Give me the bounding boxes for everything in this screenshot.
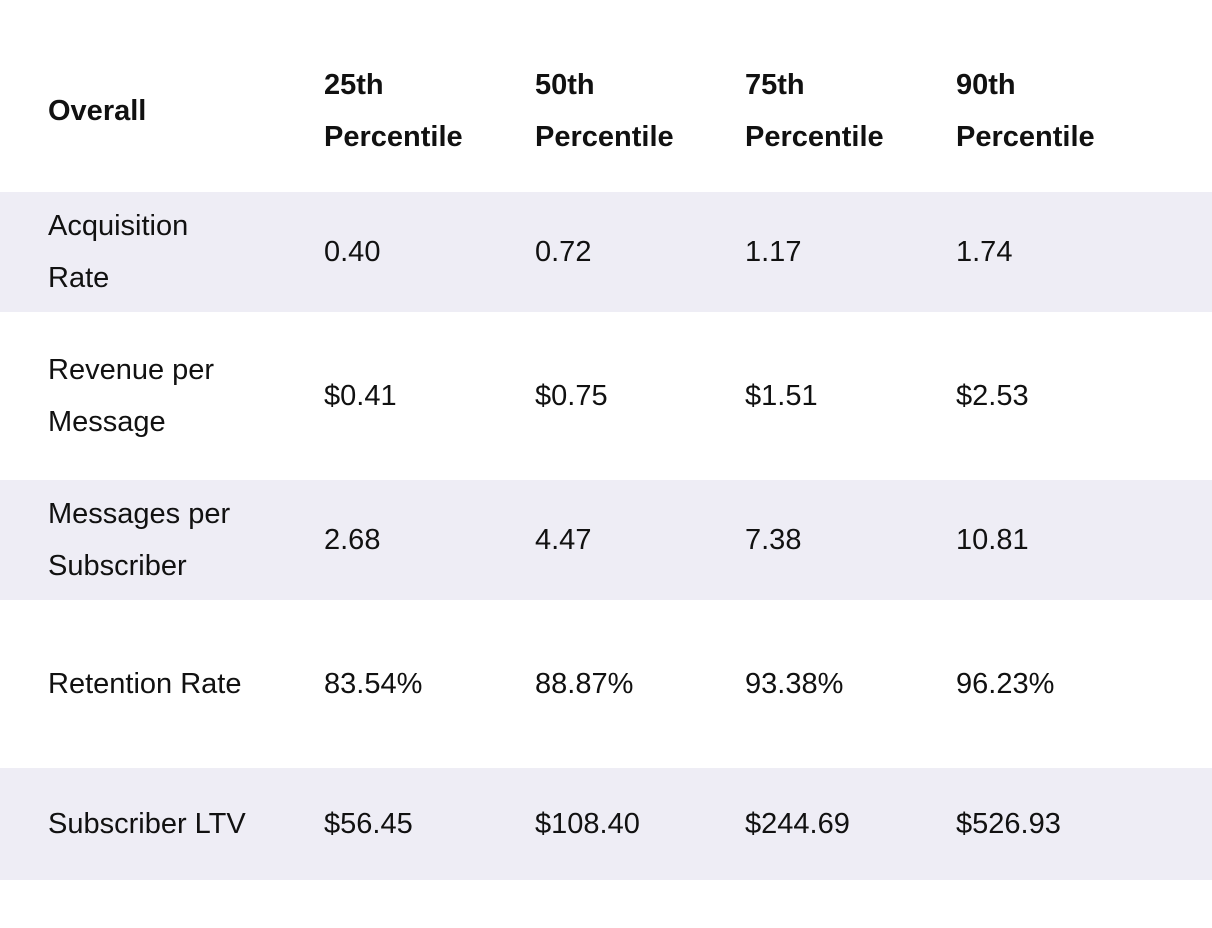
value-cell: 96.23% — [956, 668, 1055, 700]
value-cell: 2.68 — [324, 524, 381, 556]
row-label: Messages per Subscriber — [48, 498, 231, 582]
value-cell: 0.72 — [535, 236, 592, 268]
value-cell: 4.47 — [535, 524, 592, 556]
value-cell: $526.93 — [956, 808, 1061, 840]
row-label: Subscriber LTV — [48, 808, 246, 840]
header-cell: 50th Percentile — [535, 69, 674, 153]
table-row: Acquisition Rate 0.40 0.72 1.17 1.74 — [0, 192, 1212, 312]
value-cell: 7.38 — [745, 524, 802, 556]
header-cell: 90th Percentile — [956, 69, 1095, 153]
table-row: Retention Rate 83.54% 88.87% 93.38% 96.23% — [0, 600, 1212, 768]
value-cell: 0.40 — [324, 236, 381, 268]
value-cell: $0.41 — [324, 380, 397, 412]
value-cell: 88.87% — [535, 668, 634, 700]
value-cell: $1.51 — [745, 380, 818, 412]
value-cell: $244.69 — [745, 808, 850, 840]
row-label: Retention Rate — [48, 668, 242, 700]
value-cell: 10.81 — [956, 524, 1029, 556]
value-cell: 93.38% — [745, 668, 844, 700]
table-row: Messages per Subscriber 2.68 4.47 7.38 10.81 — [0, 480, 1212, 600]
table-row: Revenue per Message $0.41 $0.75 $1.51 $2.53 — [0, 312, 1212, 480]
value-cell: 1.74 — [956, 236, 1013, 268]
row-label: Acquisition Rate — [48, 210, 189, 294]
value-cell: 83.54% — [324, 668, 423, 700]
value-cell: $108.40 — [535, 808, 640, 840]
header-cell: 25th Percentile — [324, 69, 463, 153]
value-cell: $0.75 — [535, 380, 608, 412]
value-cell: 1.17 — [745, 236, 802, 268]
value-cell: $2.53 — [956, 380, 1029, 412]
header-cell: Overall — [48, 95, 147, 127]
table-row: Subscriber LTV $56.45 $108.40 $244.69 $526.9… — [0, 768, 1212, 880]
header-row: Overall 25th Percentile 50th Percentile 75t… — [0, 30, 1212, 192]
value-cell: $56.45 — [324, 808, 413, 840]
benchmark-table: Overall 25th Percentile 50th Percentile 75t… — [0, 30, 1212, 880]
header-cell: 75th Percentile — [745, 69, 884, 153]
row-label: Revenue per Message — [48, 354, 215, 438]
